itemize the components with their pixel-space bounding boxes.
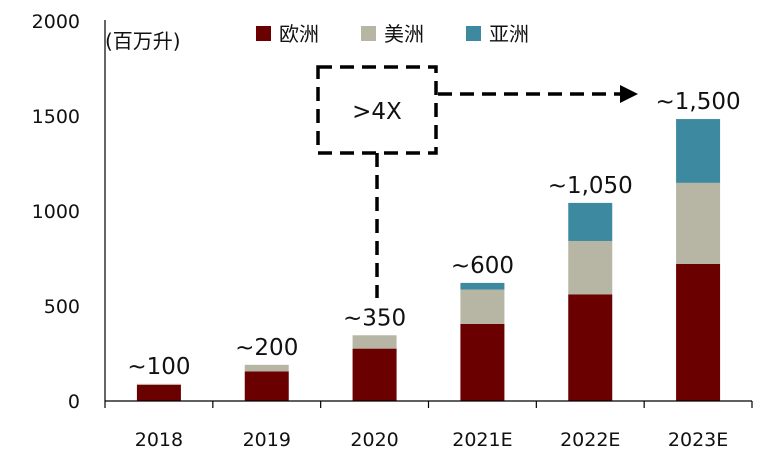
annotation-label: >4X (352, 99, 402, 125)
y-tick-label: 1000 (32, 201, 80, 223)
x-tick-label: 2020 (350, 429, 398, 451)
legend-label-americas: 美洲 (384, 22, 424, 46)
legend-label-europe: 欧洲 (279, 22, 319, 46)
bar-segment-europe (676, 263, 721, 401)
bar-segment-asia (568, 202, 613, 241)
x-axis: 2018 2019 2020 2021E 2022E 2023E (135, 429, 729, 451)
legend-swatch-europe (256, 26, 271, 41)
y-tick-label: 500 (44, 296, 80, 318)
legend-swatch-americas (361, 26, 376, 41)
bar-segment-americas (244, 364, 289, 372)
bar-segment-europe (568, 294, 613, 401)
legend-label-asia: 亚洲 (489, 22, 529, 46)
legend: 欧洲 美洲 亚洲 (256, 22, 529, 46)
bar-segment-americas (136, 383, 181, 385)
total-label: ~100 (127, 354, 190, 380)
x-tick-label: 2021E (452, 429, 512, 451)
legend-swatch-asia (466, 26, 481, 41)
bar-segment-americas (460, 289, 505, 324)
y-tick-label: 0 (68, 391, 80, 413)
bar-segment-americas (676, 182, 721, 264)
unit-label: (百万升) (105, 29, 181, 53)
y-axis: 0 500 1000 1500 2000 (32, 11, 80, 413)
total-label: ~200 (235, 335, 298, 361)
annotation-arrowhead (620, 85, 638, 103)
x-tick-label: 2023E (668, 429, 728, 451)
bars-group (136, 119, 721, 401)
x-axis-ticks (104, 401, 753, 408)
total-labels: ~100 ~200 ~350 ~600 ~1,050 ~1,500 (127, 89, 740, 380)
total-label: ~1,050 (548, 173, 633, 199)
x-tick-label: 2022E (560, 429, 620, 451)
x-tick-label: 2018 (135, 429, 183, 451)
x-tick-label: 2019 (243, 429, 291, 451)
growth-annotation: >4X (316, 65, 638, 298)
annotation-box (316, 65, 438, 155)
total-label: ~600 (451, 253, 514, 279)
bar-segment-asia (460, 282, 505, 290)
total-label: ~350 (343, 305, 406, 331)
bar-segment-americas (352, 335, 397, 349)
bar-segment-asia (676, 119, 721, 183)
bar-segment-europe (136, 384, 181, 401)
bar-segment-europe (352, 348, 397, 401)
y-tick-label: 1500 (32, 106, 80, 128)
bar-segment-americas (568, 240, 613, 295)
bar-segment-europe (460, 323, 505, 401)
total-label: ~1,500 (656, 89, 741, 115)
bar-segment-europe (244, 371, 289, 401)
y-tick-label: 2000 (32, 11, 80, 33)
